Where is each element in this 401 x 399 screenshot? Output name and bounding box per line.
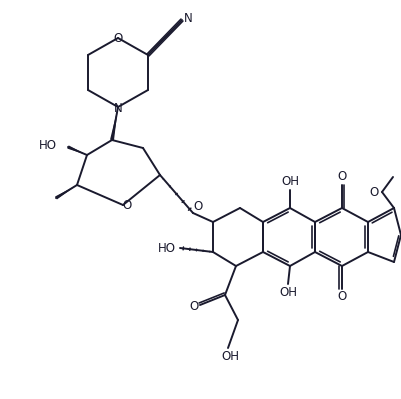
Text: N: N: [113, 101, 122, 115]
Text: HO: HO: [39, 140, 57, 152]
Polygon shape: [67, 145, 87, 155]
Text: HO: HO: [158, 243, 176, 255]
Polygon shape: [55, 185, 77, 200]
Text: O: O: [189, 300, 198, 314]
Polygon shape: [110, 107, 118, 140]
Text: O: O: [193, 201, 202, 213]
Text: N: N: [183, 12, 192, 26]
Text: OH: OH: [280, 176, 298, 188]
Text: O: O: [336, 170, 346, 184]
Text: O: O: [122, 200, 131, 213]
Text: O: O: [336, 290, 346, 304]
Text: O: O: [113, 32, 122, 45]
Text: OH: OH: [278, 286, 296, 298]
Text: OH: OH: [221, 350, 239, 363]
Text: O: O: [369, 186, 378, 200]
